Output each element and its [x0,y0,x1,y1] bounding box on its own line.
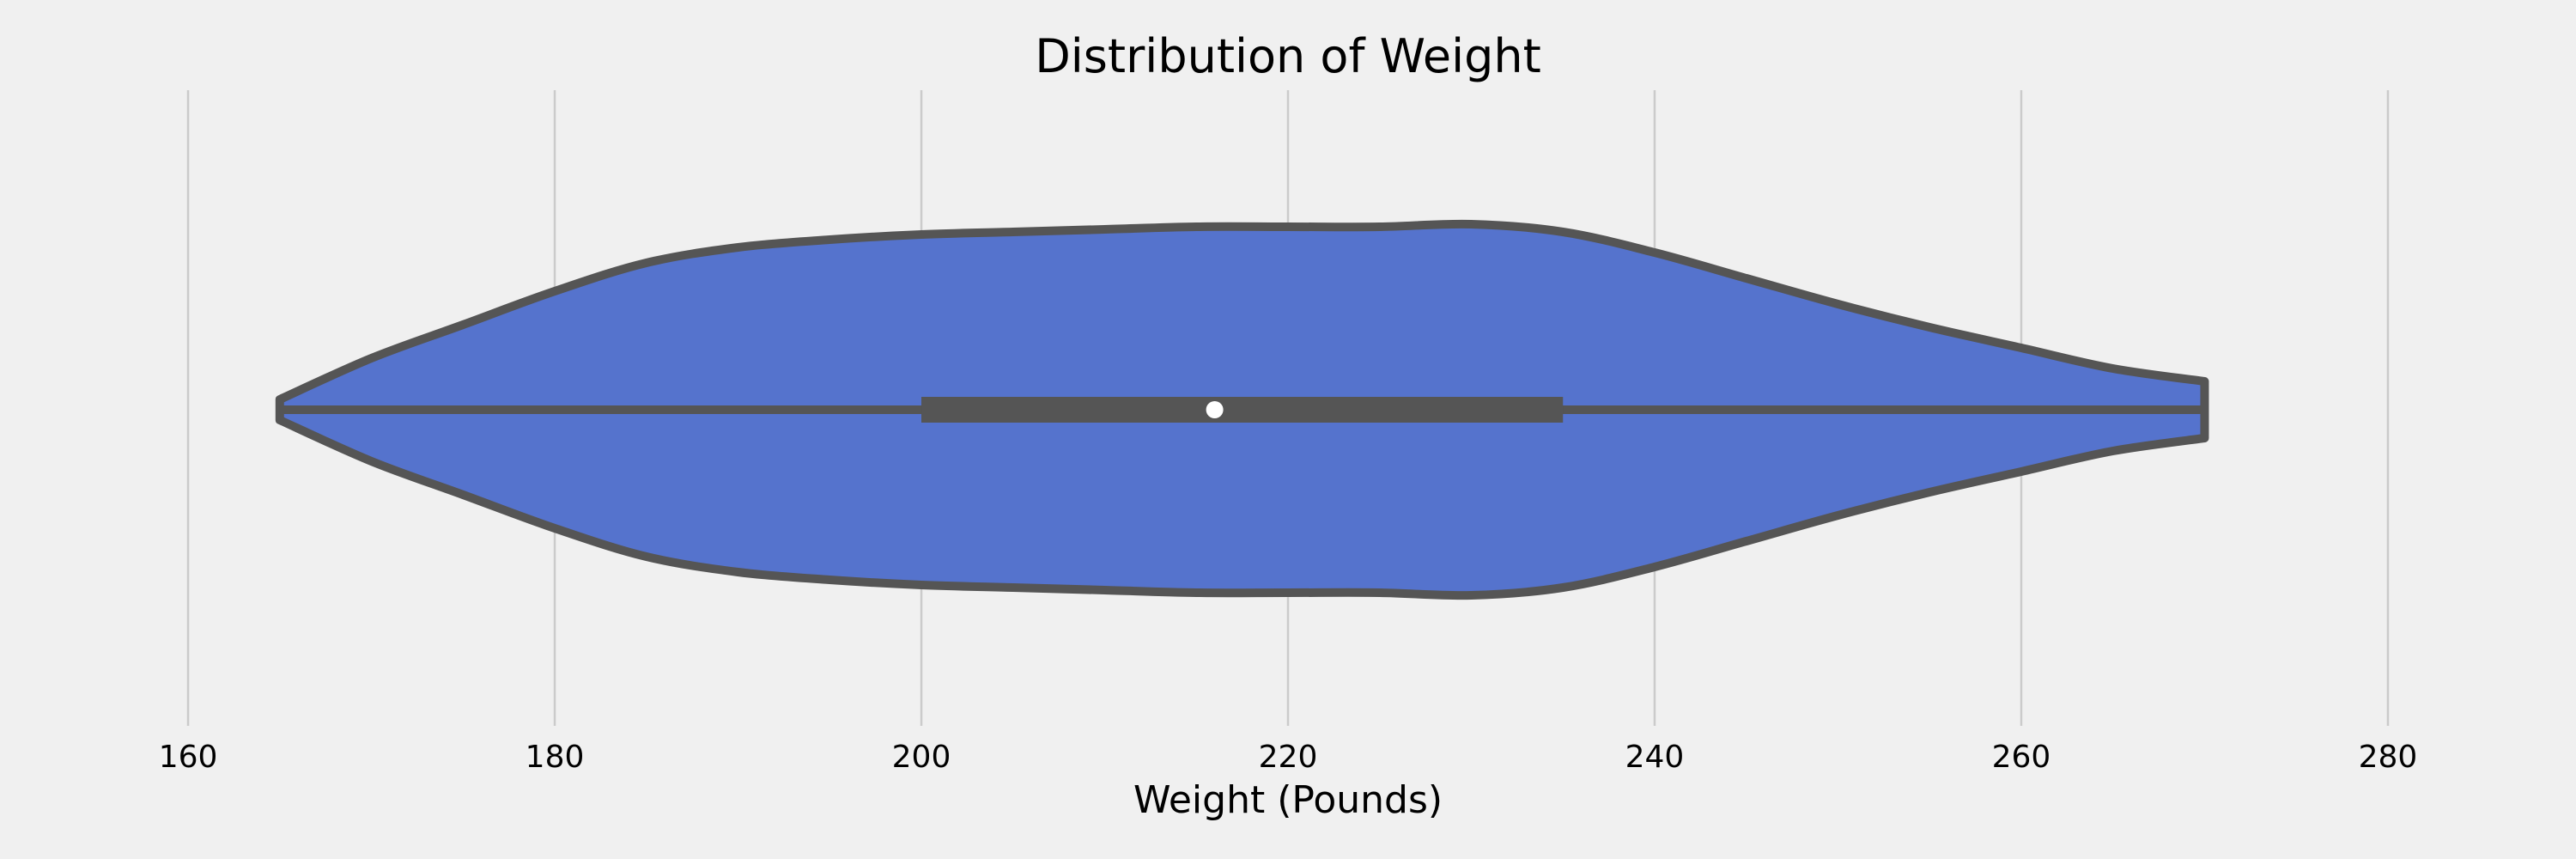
x-axis-label: Weight (Pounds) [1133,778,1443,822]
x-tick-label-160: 160 [159,740,218,775]
chart-title: Distribution of Weight [1035,29,1541,83]
median-dot [1206,401,1224,418]
x-tick-label-280: 280 [2359,740,2418,775]
x-tick-labels: 160 180 200 220 240 260 280 [159,740,2418,775]
x-tick-label-180: 180 [526,740,585,775]
interquartile-box [921,397,1564,423]
x-tick-label-240: 240 [1625,740,1685,775]
x-tick-label-260: 260 [1992,740,2051,775]
inner-box-group [279,397,2205,423]
x-tick-label-200: 200 [892,740,951,775]
x-tick-label-220: 220 [1259,740,1318,775]
